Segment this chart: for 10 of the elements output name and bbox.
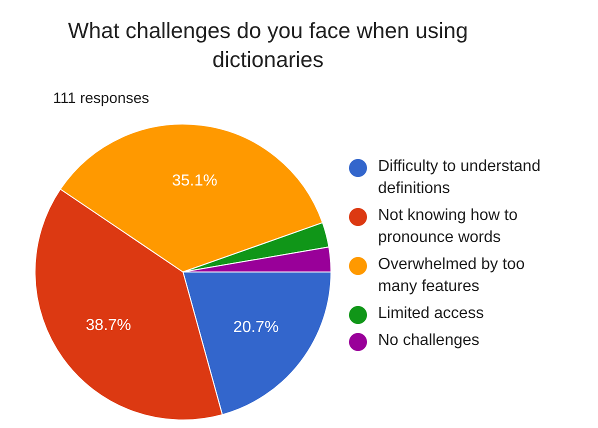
chart-subtitle: 111 responses (53, 90, 150, 107)
legend-label: No challenges (378, 331, 480, 351)
data-label: 38.7% (86, 317, 132, 334)
legend-label: Not knowing how to pronounce words (378, 206, 519, 248)
chart-title: What challenges do you face when using dictionaries (68, 17, 468, 74)
data-label: 35.1% (172, 172, 218, 190)
legend-label: Overwhelmed by too many features (378, 255, 526, 297)
legend-label: Limited access (378, 304, 485, 324)
data-label: 20.7% (233, 319, 279, 336)
legend-label: Difficulty to understand definitions (378, 157, 542, 199)
